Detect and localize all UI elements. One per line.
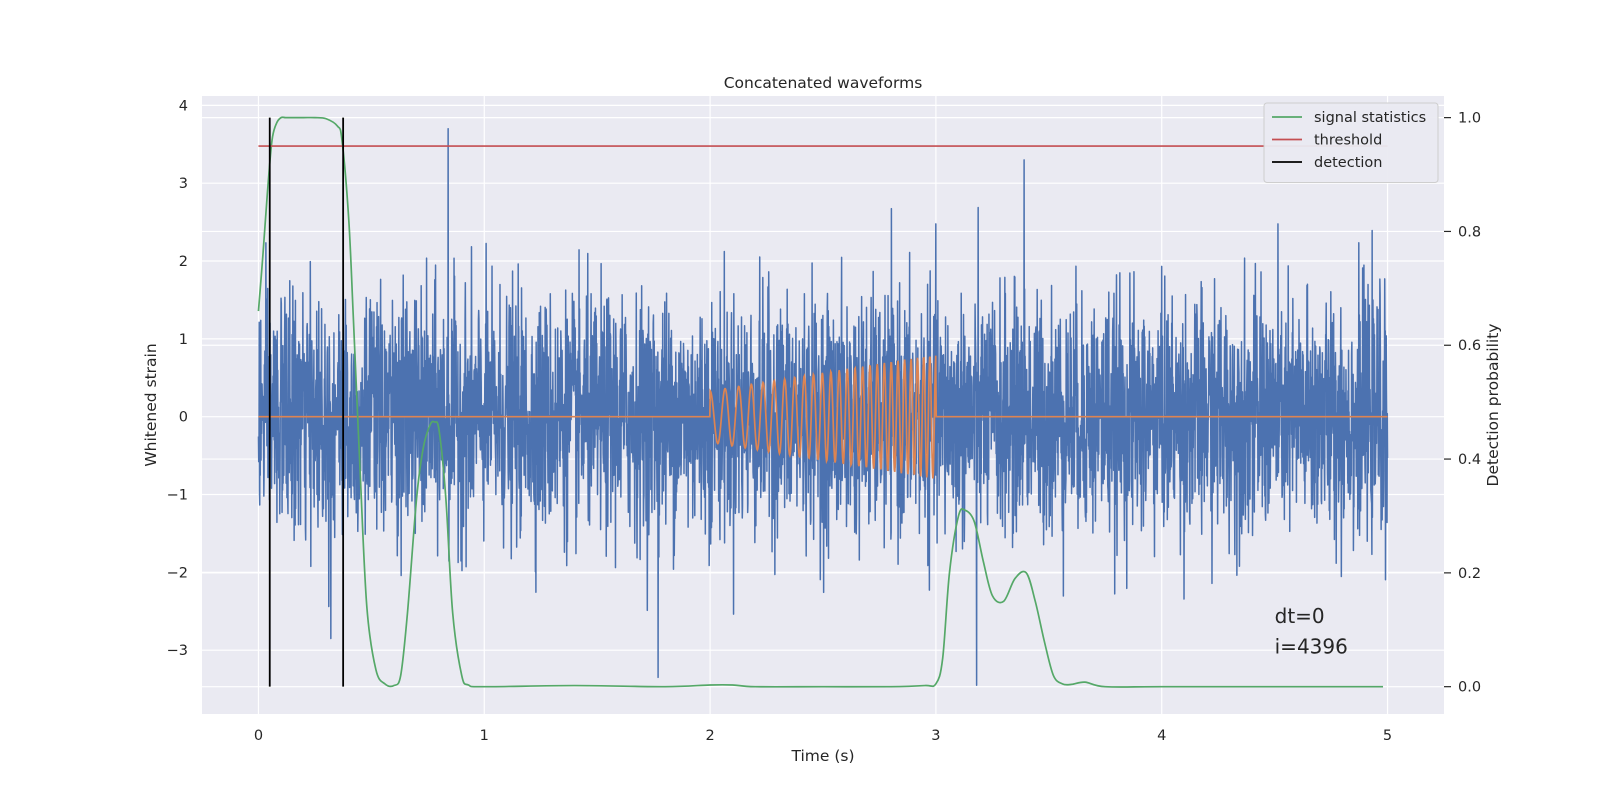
annotation-text: i=4396 [1275, 634, 1348, 658]
chirp-series-line [258, 355, 1388, 479]
legend-box [1263, 102, 1439, 183]
y2-tick-label: 0.4 [1458, 452, 1481, 468]
x-axis-label: Time (s) [790, 747, 854, 765]
y2-tick-label: 0.8 [1458, 224, 1481, 240]
y-tick-label: 0 [179, 410, 188, 426]
y2-tick-label: 0.0 [1458, 680, 1481, 696]
legend-label: threshold [1314, 133, 1382, 149]
x-tick-label: 0 [254, 728, 263, 744]
y2-tick-label: 0.6 [1458, 338, 1481, 354]
y-tick-label: −2 [167, 565, 188, 581]
x-tick-label: 4 [1157, 728, 1166, 744]
signal-statistics-line [257, 116, 1384, 688]
y-tick-label: 1 [179, 332, 188, 348]
x-tick-label: 1 [480, 728, 489, 744]
annotation-text: dt=0 [1275, 604, 1325, 628]
x-tick-label: 5 [1383, 728, 1392, 744]
y-axis-label: Whitened strain [142, 343, 160, 466]
legend-label: detection [1314, 155, 1382, 171]
noise-series-line [257, 127, 1389, 686]
y-tick-label: 2 [179, 254, 188, 270]
y-tick-label: 3 [179, 176, 188, 192]
y-tick-label: −3 [167, 643, 188, 659]
y2-tick-label: 1.0 [1458, 111, 1481, 127]
annotations: dt=0 i=4396 [1275, 604, 1348, 658]
y-tick-label: 4 [179, 98, 188, 114]
y2-axis-label: Detection probability [1484, 324, 1502, 487]
legend: signal statistics threshold detection [1263, 102, 1439, 183]
x-tick-label: 2 [705, 728, 714, 744]
legend-label: signal statistics [1314, 110, 1426, 126]
chart-title: Concatenated waveforms [724, 74, 923, 92]
y-tick-label: −1 [167, 488, 188, 504]
y2-tick-label: 0.2 [1458, 566, 1481, 582]
ticks: 0 1 2 3 4 5 −3 −2 −1 0 1 2 3 4 0.0 0.2 0.4 0.6 0.8 1.0 [167, 98, 1481, 744]
x-tick-label: 3 [931, 728, 940, 744]
